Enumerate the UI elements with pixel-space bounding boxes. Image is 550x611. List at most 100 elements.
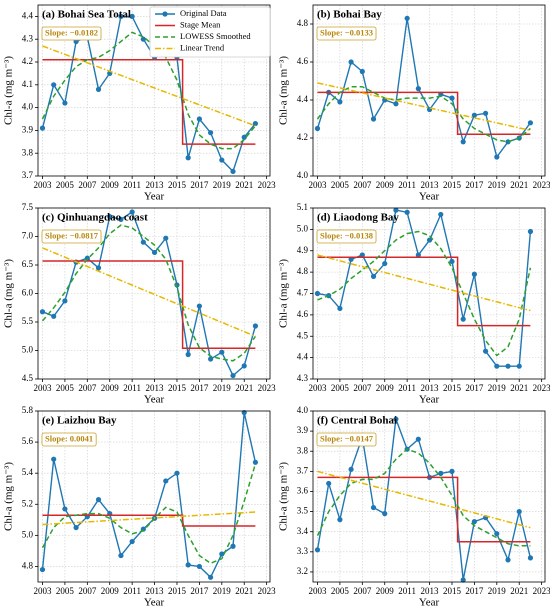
y-tick-label: 5.0 (22, 529, 34, 539)
data-point (185, 351, 191, 358)
x-tick-label: 2005 (331, 586, 350, 596)
data-point (359, 252, 365, 258)
series-line (316, 418, 532, 581)
x-tick-label: 2003 (33, 383, 52, 393)
y-tick-label: 5.0 (22, 345, 34, 355)
x-tick-label: 2009 (376, 586, 395, 596)
x-tick-label: 2011 (398, 180, 416, 190)
annotation-box (316, 432, 377, 447)
data-point (196, 563, 202, 570)
data-point (494, 363, 500, 369)
y-tick-label: 4.2 (297, 132, 308, 142)
data-point (438, 211, 444, 218)
y-tick-label: 6.0 (22, 288, 34, 298)
data-point (51, 456, 57, 462)
data-point (129, 209, 135, 215)
data-point (174, 470, 180, 476)
series-line (317, 82, 531, 132)
data-point (207, 356, 214, 362)
x-tick-label: 2011 (123, 586, 141, 596)
x-tick-label: 2009 (101, 383, 120, 393)
y-axis-label: Chl-a (mg m⁻³) (278, 462, 290, 531)
data-point (95, 497, 102, 503)
x-tick-label: 2017 (465, 586, 484, 596)
y-tick-label: 4.3 (297, 373, 309, 383)
x-tick-label: 2019 (213, 586, 232, 596)
y-tick-label: 5.1 (297, 202, 308, 212)
x-tick-label: 2021 (510, 383, 528, 393)
y-tick-label: 4.5 (297, 330, 309, 340)
series-line (42, 45, 256, 127)
series-line (316, 448, 531, 547)
legend-label: Original Data (180, 8, 227, 18)
data-point (359, 68, 365, 75)
x-tick-label: 2011 (398, 586, 416, 596)
data-point (230, 168, 236, 175)
y-tick-label: 3.8 (297, 445, 309, 455)
y-tick-label: 4.4 (297, 352, 309, 362)
data-point (393, 207, 399, 213)
legend-label: Stage Mean (180, 19, 221, 29)
y-axis-label: Chl-a (mg m⁻³) (278, 56, 290, 125)
series-line (42, 247, 256, 337)
x-tick-label: 2019 (488, 586, 507, 596)
data-point (460, 577, 466, 583)
x-tick-label: 2013 (421, 383, 440, 393)
axes-frame (37, 4, 271, 177)
data-point (382, 260, 388, 267)
data-point (393, 416, 399, 422)
data-point (95, 86, 102, 92)
annotation-box (41, 26, 102, 41)
series-line (42, 58, 256, 145)
annotation: Slope: −0.0182 (45, 27, 98, 37)
data-point (404, 15, 410, 21)
data-point (370, 116, 377, 122)
data-point (39, 309, 46, 315)
y-axis-label: Chl-a (mg m⁻³) (278, 259, 290, 328)
x-tick-label: 2007 (78, 180, 97, 190)
annotation: Slope: −0.0138 (320, 230, 373, 240)
y-tick-label: 4.6 (297, 309, 309, 319)
data-point (129, 13, 135, 19)
x-tick-label: 2021 (235, 180, 253, 190)
x-tick-label: 2011 (398, 383, 416, 393)
data-point (140, 239, 146, 245)
y-tick-label: 4.8 (297, 18, 309, 28)
data-point (505, 557, 511, 563)
series-line (317, 256, 531, 327)
y-tick-label: 5.6 (22, 436, 34, 446)
annotation: Slope: −0.0817 (45, 230, 99, 240)
x-axis-label: Year (144, 394, 165, 406)
annotation-box (41, 432, 97, 447)
data-point (404, 209, 410, 215)
data-point (415, 86, 421, 92)
x-tick-label: 2013 (146, 586, 165, 596)
data-point (62, 298, 68, 304)
axes-frame (312, 4, 546, 177)
series-line (317, 470, 531, 529)
y-tick-label: 4.8 (297, 266, 309, 276)
data-point (482, 110, 489, 116)
data-point (163, 478, 169, 484)
data-point (185, 562, 191, 568)
data-point (196, 303, 202, 309)
data-point (314, 547, 321, 553)
x-tick-label: 2013 (146, 383, 165, 393)
x-tick-label: 2009 (376, 383, 395, 393)
x-tick-label: 2017 (190, 180, 209, 190)
data-point (438, 470, 444, 476)
panel-title: (f) Central Bohai (317, 415, 397, 427)
y-tick-label: 4.8 (22, 561, 34, 571)
data-point (449, 258, 455, 265)
data-point (471, 519, 477, 525)
data-point (426, 237, 433, 243)
x-tick-label: 2005 (331, 383, 350, 393)
data-point (326, 480, 332, 487)
data-point (219, 349, 225, 355)
y-tick-label: 7.0 (22, 231, 34, 241)
x-tick-label: 2023 (258, 586, 277, 596)
data-point (393, 101, 399, 107)
data-point (527, 228, 534, 235)
series-line (41, 31, 256, 150)
